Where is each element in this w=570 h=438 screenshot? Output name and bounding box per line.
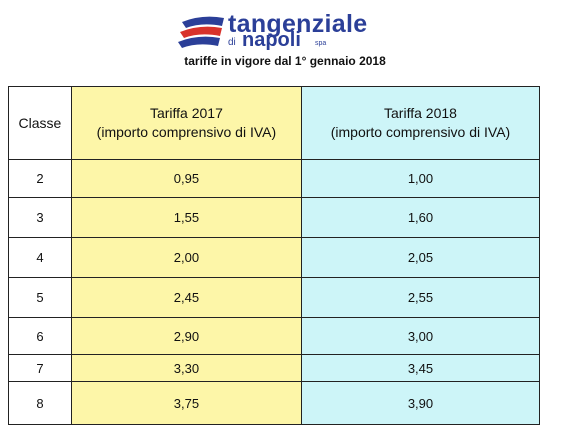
table-cell: 3 xyxy=(8,197,72,238)
table-cell: 5 xyxy=(8,277,72,318)
table-cell: 1,55 xyxy=(70,197,302,238)
logo-prefix: di xyxy=(228,37,236,48)
table-cell: 3,30 xyxy=(70,354,302,382)
table-cell: 2,45 xyxy=(70,277,302,318)
column-note: (importo comprensivo di IVA) xyxy=(330,124,511,140)
table-cell: 3,75 xyxy=(70,381,302,425)
header-row: Classe Tariffa 2017 (importo comprensivo d… xyxy=(8,86,541,160)
table-cell: 3,90 xyxy=(300,381,541,425)
table-cell: 1,60 xyxy=(300,197,541,238)
column-title: Tariffa 2017 xyxy=(149,105,223,121)
column-header: Tariffa 2017 (importo comprensivo di IVA) xyxy=(70,86,302,160)
table-cell: 2,55 xyxy=(300,277,541,318)
column-title: Classe xyxy=(18,114,62,131)
table-cell: 1,00 xyxy=(300,159,541,198)
table-cell: 7 xyxy=(8,354,72,382)
table-row: 6 2,90 3,00 xyxy=(8,317,541,355)
table-cell: 2,05 xyxy=(300,237,541,278)
table-row: 4 2,00 2,05 xyxy=(8,237,541,278)
column-header: Classe xyxy=(8,86,72,160)
table-cell: 8 xyxy=(8,381,72,425)
column-header: Tariffa 2018 (importo comprensivo di IVA) xyxy=(300,86,541,160)
table-row: 7 3,30 3,45 xyxy=(8,354,541,382)
table-cell: 4 xyxy=(8,237,72,278)
logo-city: napoli xyxy=(242,29,301,51)
column-note: (importo comprensivo di IVA) xyxy=(96,124,277,140)
logo-icon xyxy=(178,16,224,48)
table-body: 2 0,95 1,00 3 1,55 1,60 4 2,00 2,05 5 2,45 2,55 6 2,9… xyxy=(8,159,541,425)
table-cell: 3,45 xyxy=(300,354,541,382)
subtitle: tariffe in vigore dal 1° gennaio 2018 xyxy=(184,54,386,68)
table-row: 5 2,45 2,55 xyxy=(8,277,541,318)
table-cell: 2,00 xyxy=(70,237,302,278)
table-cell: 2 xyxy=(8,159,72,198)
table-cell: 0,95 xyxy=(70,159,302,198)
table-cell: 6 xyxy=(8,317,72,355)
table-row: 8 3,75 3,90 xyxy=(8,381,541,425)
table-row: 3 1,55 1,60 xyxy=(8,197,541,238)
logo-name: tangenziale xyxy=(228,10,368,38)
logo-suffix: spa xyxy=(315,40,327,47)
table-cell: 2,90 xyxy=(70,317,302,355)
table-cell: 3,00 xyxy=(300,317,541,355)
column-title: Tariffa 2018 xyxy=(384,105,457,121)
tariff-table: Classe Tariffa 2017 (importo comprensivo d… xyxy=(8,86,541,425)
table-row: 2 0,95 1,00 xyxy=(8,159,541,198)
logo: tangenziale di napoli spa xyxy=(178,10,418,52)
